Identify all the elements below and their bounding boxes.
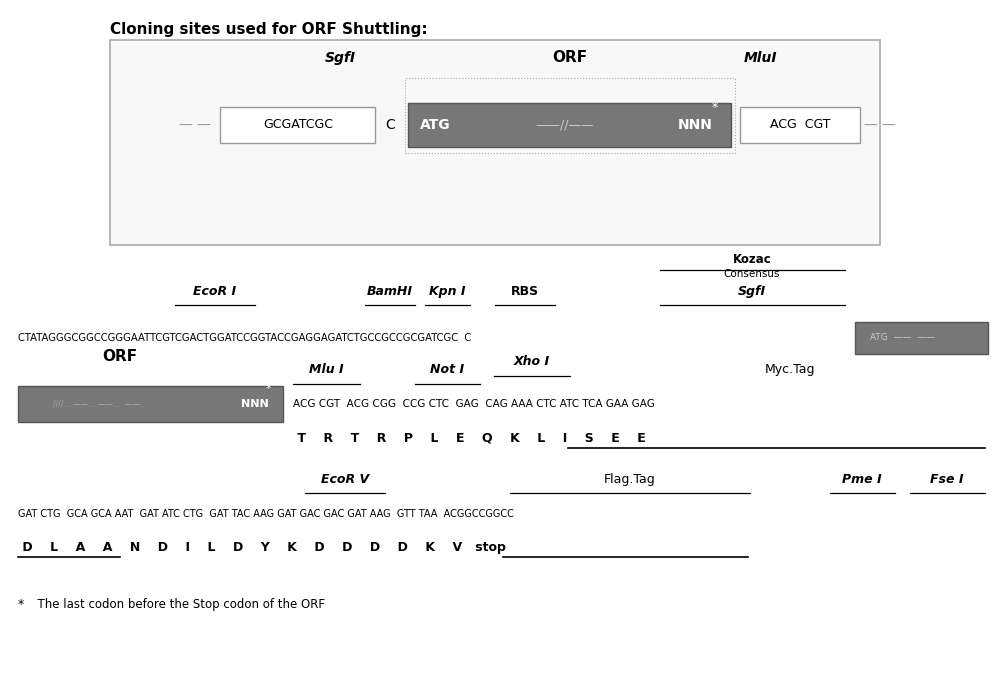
Bar <box>408 103 731 147</box>
Text: Xho I: Xho I <box>514 355 550 368</box>
Text: Kpn I: Kpn I <box>429 285 465 298</box>
Bar <box>405 78 735 153</box>
Text: NNN: NNN <box>678 118 712 132</box>
Text: GCGATCGC: GCGATCGC <box>263 118 333 132</box>
Text: ORF: ORF <box>552 50 588 65</box>
Text: Cloning sites used for ORF Shuttling:: Cloning sites used for ORF Shuttling: <box>110 22 428 37</box>
Text: MluI: MluI <box>743 51 777 65</box>
Text: ORF: ORF <box>102 349 138 364</box>
Text: RBS: RBS <box>511 285 539 298</box>
Text: EcoR V: EcoR V <box>321 473 369 486</box>
Text: Mlu I: Mlu I <box>309 363 343 376</box>
Text: ACG  CGT: ACG CGT <box>770 118 830 132</box>
Text: SgfI: SgfI <box>738 285 766 298</box>
Text: NNN: NNN <box>241 399 269 409</box>
Text: EcoR I: EcoR I <box>193 285 237 298</box>
Text: The last codon before the Stop codon of the ORF: The last codon before the Stop codon of … <box>30 598 325 611</box>
Text: D    L    A    A    N    D    I    L    D    Y    K    D    D    D    D    K    : D L A A N D I L D Y K D D D D K <box>18 540 506 554</box>
Text: *: * <box>265 384 271 394</box>
Text: GAT CTG  GCA GCA AAT  GAT ATC CTG  GAT TAC AAG GAT GAC GAC GAT AAG  GTT TAA  ACG: GAT CTG GCA GCA AAT GAT ATC CTG GAT TAC … <box>18 509 514 519</box>
Text: — —: — — <box>179 118 211 132</box>
Text: *: * <box>712 101 718 113</box>
Text: Fse I: Fse I <box>930 473 964 486</box>
Text: Not I: Not I <box>430 363 464 376</box>
Text: T    R    T    R    P    L    E    Q    K    L    I    S    E    E: T R T R P L E Q K L I S E E <box>293 431 646 444</box>
Text: CTATAGGGCGGCCGGGAATTCGTCGACTGGATCCGGTACCGAGGAGATCTGCCGCCGCGATCGC  C: CTATAGGGCGGCCGGGAATTCGTCGACTGGATCCGGTACC… <box>18 333 471 343</box>
Text: ATG: ATG <box>420 118 450 132</box>
Text: *: * <box>18 598 24 611</box>
Text: Consensus: Consensus <box>724 269 780 279</box>
Text: BamHI: BamHI <box>367 285 413 298</box>
Bar <box>18 386 283 422</box>
Text: C: C <box>385 118 395 132</box>
Bar <box>855 322 988 354</box>
Text: SgfI: SgfI <box>324 51 356 65</box>
Text: Myc.Tag: Myc.Tag <box>765 363 815 376</box>
Text: Flag.Tag: Flag.Tag <box>604 473 656 486</box>
Text: ATG  ——  ——: ATG —— —— <box>870 333 935 342</box>
Text: ACG CGT  ACG CGG  CCG CTC  GAG  CAG AAA CTC ATC TCA GAA GAG: ACG CGT ACG CGG CCG CTC GAG CAG AAA CTC … <box>293 399 655 409</box>
Text: Kozac: Kozac <box>733 253 771 266</box>
Bar <box>110 40 880 245</box>
Text: ——//——: ——//—— <box>536 118 594 132</box>
Bar <box>220 107 375 143</box>
Text: ////... ——... ——...  ——...: ////... ——... ——... ——... <box>53 400 147 409</box>
Text: — —: — — <box>864 118 896 132</box>
Bar <box>740 107 860 143</box>
Text: Pme I: Pme I <box>842 473 882 486</box>
